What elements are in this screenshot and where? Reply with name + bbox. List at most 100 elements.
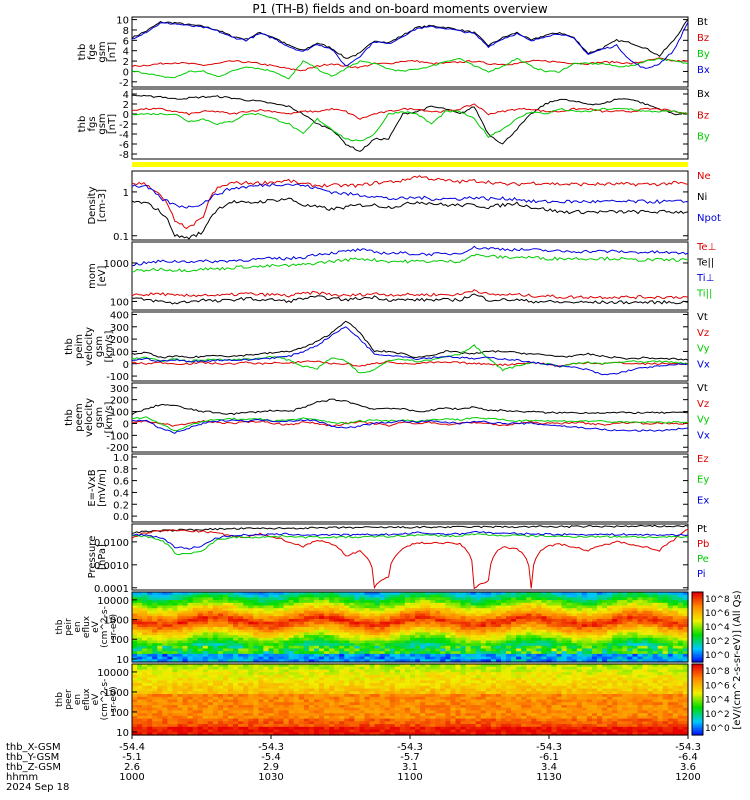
spectrogram-cell	[238, 643, 244, 647]
spectrogram-cell	[253, 724, 259, 728]
spectrogram-cell	[217, 656, 224, 660]
spectrogram-cell	[526, 640, 532, 644]
spectrogram-cell	[374, 645, 381, 650]
spectrogram-cell	[465, 597, 472, 601]
y-tick-label: 10	[116, 16, 129, 27]
spectrogram-cell	[379, 640, 386, 644]
spectrogram-cell	[177, 726, 184, 731]
spectrogram-cell	[581, 610, 588, 615]
spectrogram-cell	[455, 674, 462, 679]
spectrogram-cell	[404, 715, 411, 720]
spectrogram-cell	[212, 602, 219, 607]
spectrogram-cell	[470, 685, 477, 690]
spectrogram-cell	[187, 605, 194, 609]
spectrogram-cell	[460, 694, 467, 698]
spectrogram-cell	[324, 594, 330, 598]
spectrogram-cell	[617, 608, 623, 612]
spectrogram-cell	[485, 608, 492, 612]
spectrogram-cell	[612, 653, 618, 658]
spectrogram-cell	[597, 632, 603, 636]
spectrogram-cell	[576, 610, 583, 615]
legend-label: Ez	[697, 454, 709, 465]
spectrogram-cell	[177, 602, 184, 607]
spectrogram-cell	[602, 643, 608, 647]
spectrogram-cell	[420, 674, 426, 679]
spectrogram-cell	[283, 724, 290, 728]
spectrogram-cell	[384, 605, 391, 609]
spectrogram-cell	[627, 605, 633, 609]
spectrogram-cell	[177, 724, 184, 728]
spectrogram-cell	[349, 669, 355, 673]
spectrogram-cell	[425, 632, 431, 636]
spectrogram-cell	[319, 724, 325, 728]
spectrogram-cell	[334, 685, 340, 690]
spectrogram-cell	[187, 613, 194, 617]
spectrogram-cell	[334, 610, 340, 615]
spectrogram-cell	[465, 724, 472, 728]
spectrogram-cell	[344, 643, 350, 647]
spectrogram-cell	[182, 624, 189, 628]
spectrogram-cell	[308, 605, 315, 609]
spectrogram-cell	[521, 602, 527, 607]
spectrogram-cell	[516, 597, 522, 601]
spectrogram-cell	[278, 602, 285, 607]
spectrogram-cell	[642, 643, 649, 647]
spectrogram-cell	[263, 683, 270, 687]
spectrogram-cell	[263, 637, 270, 642]
spectrogram-cell	[379, 597, 386, 601]
spectrogram-cell	[349, 699, 355, 703]
spectrogram-cell	[364, 694, 371, 698]
spectrogram-cell	[490, 656, 497, 660]
spectrogram-cell	[465, 635, 472, 639]
spectrogram-cell	[657, 621, 664, 625]
spectrogram-cell	[142, 664, 148, 668]
spectrogram-cell	[440, 685, 446, 690]
spectrogram-cell	[475, 653, 482, 658]
spectrogram-cell	[566, 602, 573, 607]
spectrogram-cell	[470, 653, 477, 658]
spectrogram-cell	[536, 643, 543, 647]
spectrogram-cell	[657, 651, 664, 655]
spectrogram-cell	[147, 645, 153, 650]
spectrogram-cell	[369, 629, 376, 633]
spectrogram-cell	[485, 635, 492, 639]
spectrogram-cell	[445, 705, 452, 709]
spectrogram-cell	[359, 713, 366, 717]
spectrogram-cell	[445, 721, 452, 725]
spectrogram-cell	[541, 656, 548, 660]
spectrogram-cell	[339, 651, 345, 655]
spectrogram-cell	[526, 643, 532, 647]
spectrogram-cell	[268, 729, 275, 733]
spectrogram-cell	[566, 594, 573, 598]
spectrogram-cell	[349, 659, 355, 663]
spectrogram-cell	[430, 659, 436, 663]
spectrogram-cell	[369, 618, 376, 623]
spectrogram-cell	[607, 645, 613, 650]
spectrogram-cell	[334, 715, 340, 720]
spectrogram-cell	[470, 688, 477, 692]
spectrogram-cell	[238, 696, 244, 701]
spectrogram-cell	[647, 613, 654, 617]
spectrogram-cell	[475, 602, 482, 607]
spectrogram-cell	[445, 627, 452, 631]
spectrogram-cell	[435, 666, 441, 670]
spectrogram-cell	[404, 632, 411, 636]
spectrogram-cell	[253, 680, 259, 684]
colorbar-cell	[692, 621, 703, 625]
spectrogram-cell	[389, 672, 396, 676]
legend-label: Bx	[697, 65, 710, 76]
spectrogram-cell	[142, 640, 148, 644]
spectrogram-cell	[192, 729, 199, 733]
spectrogram-cell	[283, 627, 290, 631]
spectrogram-cell	[592, 597, 598, 601]
spectrogram-cell	[637, 643, 644, 647]
spectrogram-cell	[430, 597, 436, 601]
spectrogram-cell	[374, 726, 381, 731]
spectrogram-cell	[288, 683, 295, 687]
spectrogram-cell	[374, 618, 381, 623]
spectrogram-cell	[470, 635, 477, 639]
spectrogram-cell	[157, 651, 163, 655]
spectrogram-cell	[263, 669, 270, 673]
spectrogram-cell	[167, 635, 174, 639]
spectrogram-cell	[536, 592, 543, 596]
